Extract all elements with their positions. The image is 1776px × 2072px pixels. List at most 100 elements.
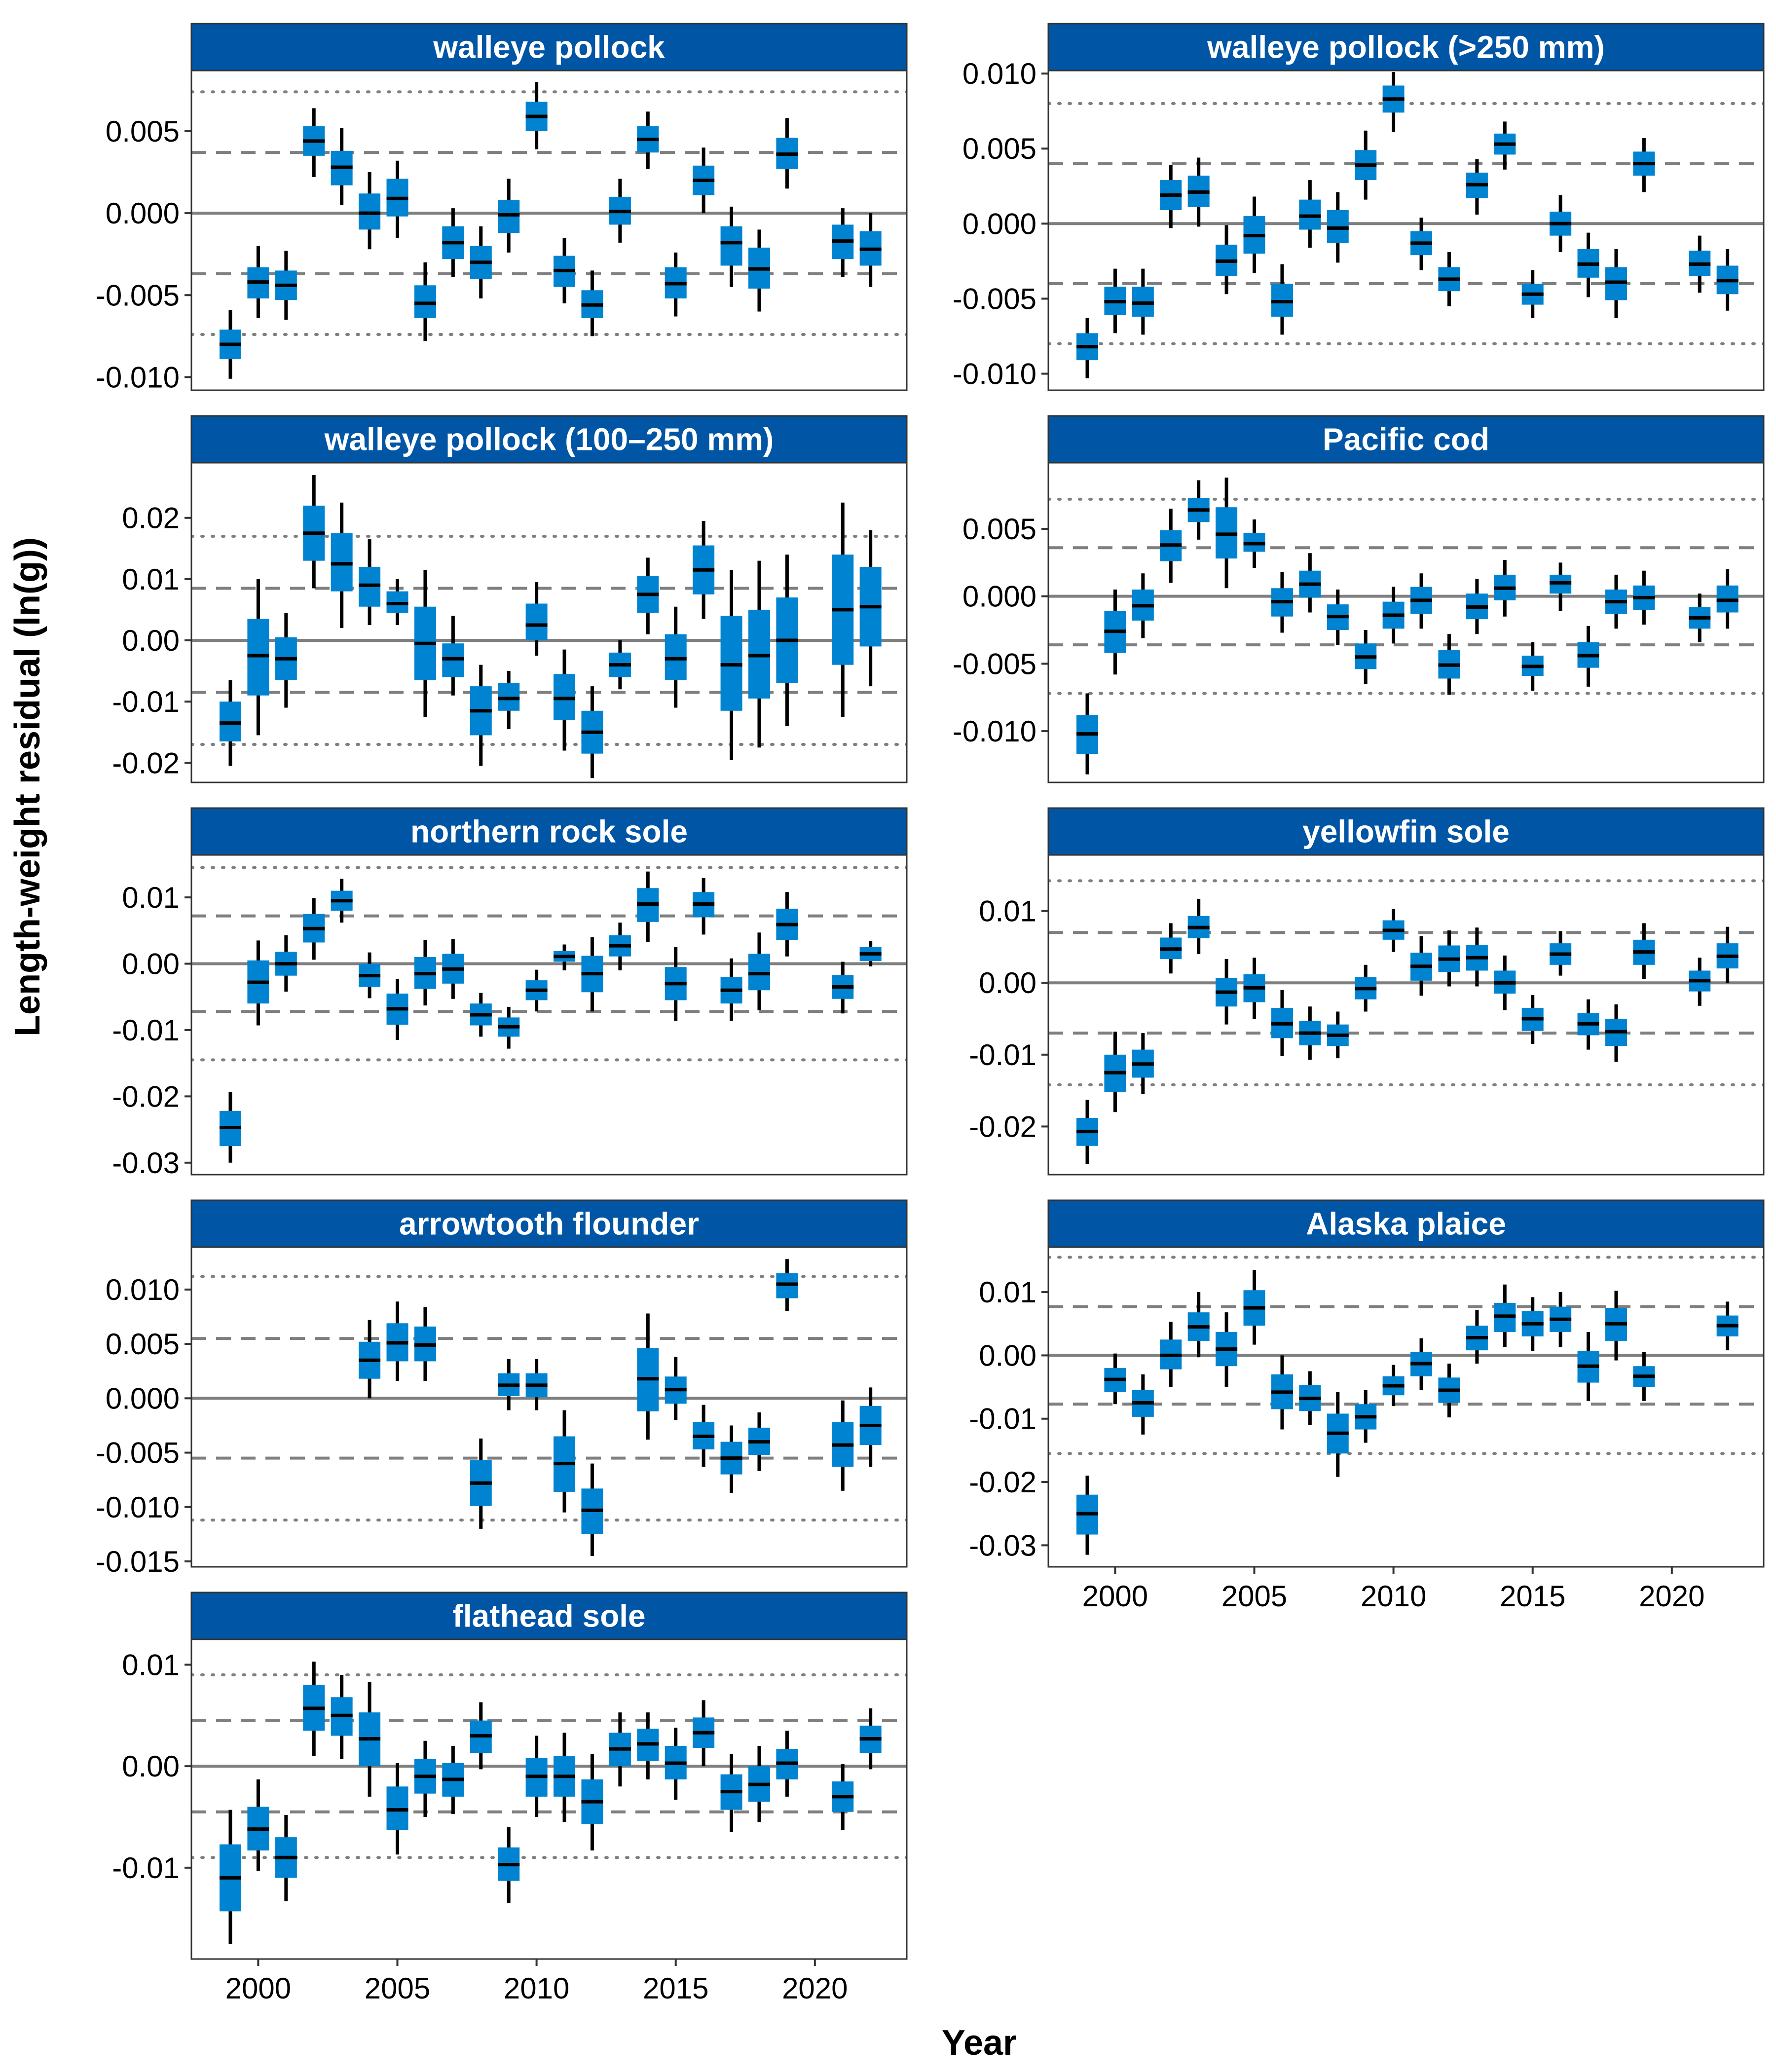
facet-panel: walleye pollock -0.010 -0.005 0.000 0.005 [96,23,908,394]
facet-title: northern rock sole [410,814,688,850]
x-tick-label: 2005 [365,1972,430,2005]
y-tick-label: -0.02 [969,1110,1036,1143]
y-tick-label: -0.01 [969,1038,1036,1072]
facet-strip [190,807,908,856]
facet-title: walleye pollock (>250 mm) [1207,30,1605,65]
x-tick-label: 2005 [1221,1580,1287,1613]
y-tick-label: -0.010 [96,361,180,394]
x-tick-label: 2020 [782,1972,848,2005]
plot-area [1048,71,1764,390]
y-tick-label: 0.00 [979,1339,1036,1372]
y-tick-label: 0.010 [962,57,1036,90]
facet-title: Alaska plaice [1306,1206,1506,1242]
y-tick-label: -0.02 [112,1080,180,1113]
x-tick-label: 2015 [1500,1580,1565,1613]
facet-strip [1047,415,1765,464]
plot-area [191,463,907,782]
y-tick-label: -0.010 [953,358,1036,391]
x-tick-label: 2015 [643,1972,708,2005]
x-axis-title: Year [942,2023,1017,2063]
facet-panel: arrowtooth flounder -0.015 -0.010 -0.005 0.0… [96,1199,908,1578]
y-tick-label: -0.010 [953,715,1036,748]
facet-strip [1047,807,1765,856]
y-tick-label: 0.010 [106,1273,180,1306]
y-tick-label: -0.01 [112,1014,180,1047]
facet-strip [1047,1199,1765,1248]
plot-area [1048,463,1764,782]
facet-title: walleye pollock (100–250 mm) [324,422,774,457]
panel-border [190,70,908,391]
facet-title: arrowtooth flounder [399,1206,699,1242]
panel-border [190,1638,908,1960]
panel-border [1047,70,1765,391]
y-tick-label: -0.005 [96,1437,180,1470]
y-tick-label: 0.00 [122,1750,180,1783]
x-tick-label: 2000 [1082,1580,1148,1613]
y-axis-title: Length-weight residual (ln(g)) [8,537,47,1036]
y-tick-label: 0.01 [979,895,1036,928]
y-tick-label: 0.005 [106,1328,180,1361]
panel-border [190,854,908,1176]
y-tick-label: -0.005 [953,647,1036,680]
box [525,603,548,640]
y-tick-label: 0.01 [122,1648,180,1681]
panel-border [190,1246,908,1568]
box [720,226,742,266]
facet-panel: Pacific cod -0.010 -0.005 0.000 0.005 [953,415,1765,783]
y-tick-label: 0.00 [979,966,1036,999]
y-tick-label: -0.01 [112,685,180,718]
y-tick-label: 0.005 [962,513,1036,546]
y-tick-label: 0.00 [122,624,180,657]
facet-strip [190,23,908,72]
plot-area [191,71,907,390]
y-tick-label: -0.005 [953,282,1036,315]
y-tick-label: -0.02 [112,746,180,779]
y-tick-label: -0.02 [969,1466,1036,1499]
y-tick-label: 0.005 [962,132,1036,165]
facet-strip [190,1199,908,1248]
y-tick-label: 0.02 [122,502,180,535]
y-tick-label: 0.005 [106,115,180,148]
y-tick-label: 0.01 [122,881,180,914]
y-tick-label: -0.005 [96,279,180,312]
facet-panel: Alaska plaice -0.03 -0.02 -0.01 0.00 0.01 2000… [969,1199,1765,1613]
facet-title: yellowfin sole [1302,814,1510,850]
panel-border [1047,462,1765,783]
y-tick-label: -0.010 [96,1491,180,1524]
facet-panel: flathead sole -0.01 0.00 0.01 2000 2005 2010 20… [112,1591,908,2005]
plot-area [1048,855,1764,1175]
panel-border [190,462,908,783]
panel-border [1047,854,1765,1176]
facet-panel: yellowfin sole -0.02 -0.01 0.00 0.01 [969,807,1765,1176]
x-tick-label: 2020 [1639,1580,1704,1613]
y-tick-label: -0.01 [969,1403,1036,1436]
x-tick-label: 2000 [225,1972,291,2005]
facet-panel: walleye pollock (>250 mm) -0.010 -0.005 0.0… [953,23,1765,391]
facet-title: Pacific cod [1323,422,1489,457]
x-tick-label: 2010 [504,1972,569,2005]
facet-panel: northern rock sole -0.03 -0.02 -0.01 0.00 0.0… [112,807,908,1180]
facet-panels: walleye pollock-0.010-0.0050.0000.005wal… [96,23,1765,2005]
facet-title: flathead sole [452,1598,645,1634]
y-tick-label: 0.01 [122,563,180,596]
facet-title: walleye pollock [433,30,665,65]
y-tick-label: 0.000 [106,1382,180,1415]
x-tick-label: 2010 [1361,1580,1426,1613]
facet-strip [1047,23,1765,72]
y-tick-label: 0.000 [106,197,180,230]
facet-panel: walleye pollock (100–250 mm) -0.02 -0.01 0.… [112,415,908,783]
plot-area [191,1639,907,1959]
facet-strip [190,1591,908,1640]
y-tick-label: 0.01 [979,1276,1036,1309]
y-tick-label: -0.03 [969,1529,1036,1562]
y-tick-label: 0.000 [962,580,1036,613]
y-tick-label: -0.015 [96,1545,180,1578]
panel-border [1047,1246,1765,1568]
plot-area [191,855,907,1175]
y-tick-label: -0.01 [112,1851,180,1885]
y-tick-label: -0.03 [112,1147,180,1180]
plot-area [191,1247,907,1567]
y-tick-label: 0.000 [962,207,1036,240]
y-tick-label: 0.00 [122,947,180,980]
